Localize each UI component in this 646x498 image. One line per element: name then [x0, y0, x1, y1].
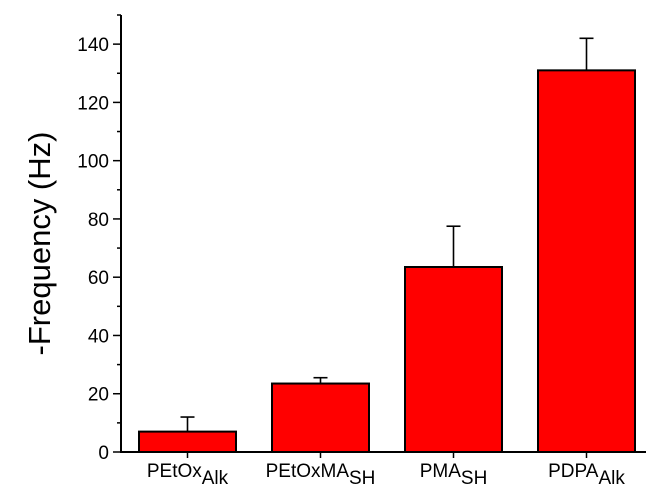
y-tick-label: 40: [88, 326, 109, 347]
x-category-label-main: PMA: [420, 461, 462, 482]
x-category-label: PEtOxMASH: [266, 461, 376, 489]
x-category-label-main: PDPA: [548, 461, 599, 482]
x-category-label: PEtOxAlk: [147, 461, 229, 489]
y-tick-label: 120: [77, 93, 109, 114]
x-category-label: PMASH: [420, 461, 488, 489]
x-category-label-subscript: Alk: [202, 468, 229, 489]
y-tick-label: 20: [88, 385, 109, 406]
bars-layer: [138, 69, 636, 453]
x-category-label-subscript: Alk: [598, 468, 625, 489]
x-category-label-main: PEtOx: [147, 461, 202, 482]
y-axis-title: -Frequency (Hz): [22, 132, 57, 356]
bar: [537, 69, 636, 453]
bar: [138, 430, 237, 453]
y-tick-label: 80: [88, 210, 109, 231]
x-category-label-subscript: SH: [461, 468, 487, 489]
bar: [404, 266, 503, 453]
axes-layer: [113, 14, 646, 458]
error-bars-layer: [180, 37, 594, 432]
x-category-label-subscript: SH: [349, 468, 375, 489]
x-category-label: PDPAAlk: [548, 461, 625, 489]
y-tick-label: 100: [77, 152, 109, 173]
y-tick-label: 60: [88, 268, 109, 289]
y-tick-label: 140: [77, 35, 109, 56]
bar: [271, 382, 370, 453]
y-tick-label: 0: [98, 443, 109, 464]
x-category-label-main: PEtOxMA: [266, 461, 350, 482]
